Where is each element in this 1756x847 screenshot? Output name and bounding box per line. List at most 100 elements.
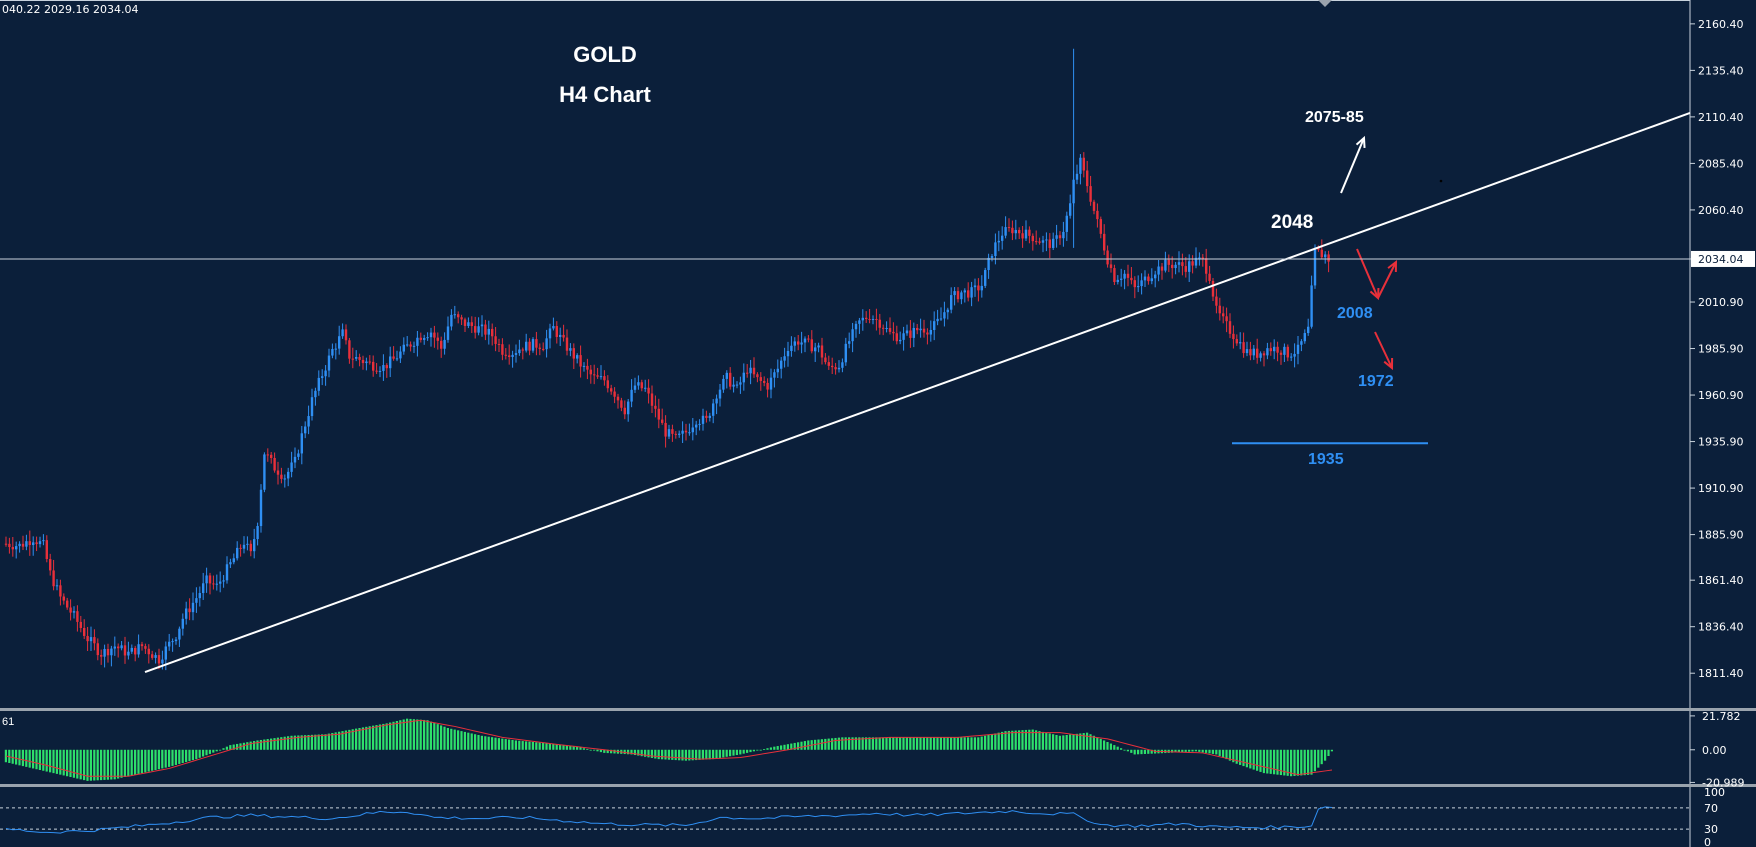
candle-body <box>1235 339 1238 344</box>
candle-body <box>752 367 756 375</box>
macd-histogram-bar <box>117 749 120 779</box>
candle-body <box>1218 305 1221 314</box>
macd-histogram-bar <box>225 746 228 750</box>
macd-histogram-bar <box>1194 749 1197 752</box>
macd-histogram-bar <box>933 737 936 750</box>
rsi-pane-separator[interactable] <box>0 784 1756 787</box>
candle-body <box>283 478 286 480</box>
macd-histogram-bar <box>497 738 500 750</box>
macd-histogram-bar <box>1035 730 1038 750</box>
macd-histogram-bar <box>1130 749 1133 753</box>
macd-histogram-bar <box>674 749 677 761</box>
candle-body <box>1239 342 1242 344</box>
price-tick-label: 2110.40 <box>1698 111 1744 124</box>
candle-body <box>1154 274 1157 279</box>
candle-body <box>290 462 293 472</box>
candle-body <box>525 341 528 351</box>
macd-histogram-bar <box>725 749 728 757</box>
macd-histogram-bar <box>538 742 541 750</box>
candle-body <box>470 322 473 327</box>
candle-body <box>875 319 878 321</box>
macd-histogram-bar <box>219 749 222 751</box>
candle-body <box>620 400 623 408</box>
macd-histogram-bar <box>263 739 266 750</box>
macd-histogram-bar <box>480 735 483 750</box>
marker-dot <box>1439 179 1443 183</box>
macd-histogram-bar <box>38 749 41 770</box>
candle-body <box>409 344 412 347</box>
macd-histogram-bar <box>562 745 565 750</box>
macd-histogram-bar <box>1007 730 1010 750</box>
macd-pane-separator[interactable] <box>0 708 1756 711</box>
trend-line[interactable] <box>144 112 1691 674</box>
macd-histogram-bar <box>973 737 976 750</box>
candle-body <box>967 290 970 298</box>
macd-histogram-bar <box>103 749 106 780</box>
macd-histogram-bar <box>511 739 514 750</box>
candle-body <box>66 600 69 608</box>
macd-histogram-bar <box>569 745 572 750</box>
macd-histogram-bar <box>300 735 303 750</box>
macd-histogram-bar <box>514 740 517 750</box>
candle-body <box>1096 210 1099 220</box>
macd-histogram-bar <box>62 749 65 776</box>
macd-histogram-bar <box>899 737 902 750</box>
candle-body <box>902 333 905 340</box>
macd-histogram-bar <box>28 749 31 768</box>
candle-body <box>208 575 212 584</box>
macd-histogram-bar <box>970 737 973 750</box>
candle-body <box>1021 233 1024 239</box>
macd-histogram-bar <box>1137 749 1140 755</box>
candle-body <box>637 382 640 386</box>
macd-histogram-bar <box>820 739 823 750</box>
macd-histogram-bar <box>987 735 990 750</box>
candle-body <box>1184 266 1187 272</box>
macd-tick-label: 21.782 <box>1702 710 1741 723</box>
rsi-tick-label: 30 <box>1704 823 1718 836</box>
candle-body <box>531 339 535 351</box>
macd-histogram-bar <box>837 737 840 750</box>
candle-body <box>518 349 521 354</box>
macd-histogram-bar <box>1239 749 1242 765</box>
candle-body <box>1014 229 1017 234</box>
chart-shift-marker-icon[interactable] <box>1318 0 1332 7</box>
candle-body <box>25 541 28 547</box>
current-price-box <box>1691 250 1755 267</box>
macd-histogram-bar <box>610 749 613 754</box>
macd-histogram-bar <box>419 719 422 750</box>
candle-body <box>623 407 626 415</box>
candle-body <box>1007 227 1011 229</box>
macd-histogram-bar <box>929 737 932 750</box>
macd-histogram-bar <box>188 749 191 762</box>
candle-body <box>497 343 501 345</box>
macd-histogram-bar <box>667 749 670 760</box>
macd-histogram-bar <box>589 749 592 751</box>
candle-body <box>4 543 8 545</box>
macd-histogram-bar <box>76 749 79 779</box>
macd-histogram-bar <box>1028 729 1031 750</box>
macd-histogram-bar <box>368 726 371 750</box>
candle-body <box>708 415 711 418</box>
candle-body <box>691 427 694 433</box>
macd-histogram-bar <box>844 737 847 750</box>
candle-body <box>365 361 368 364</box>
chart-subtitle: H4 Chart <box>559 82 651 107</box>
macd-histogram-bar <box>565 745 568 750</box>
candle-body <box>324 370 327 377</box>
candle-body <box>55 585 59 587</box>
macd-histogram-bar <box>1126 749 1129 752</box>
candle-body <box>878 319 881 328</box>
candle-body <box>701 415 705 424</box>
macd-histogram-bar <box>307 735 310 750</box>
candle-body <box>960 292 963 300</box>
candle-body <box>763 380 766 383</box>
macd-histogram-bar <box>276 737 279 750</box>
candle-body <box>1011 227 1014 234</box>
macd-histogram-bar <box>351 729 354 750</box>
macd-histogram-bar <box>49 749 52 773</box>
candle-body <box>606 380 609 389</box>
candle-body <box>831 365 834 368</box>
candle-body <box>943 312 946 319</box>
candle-body <box>38 541 42 545</box>
candle-body <box>841 362 844 368</box>
